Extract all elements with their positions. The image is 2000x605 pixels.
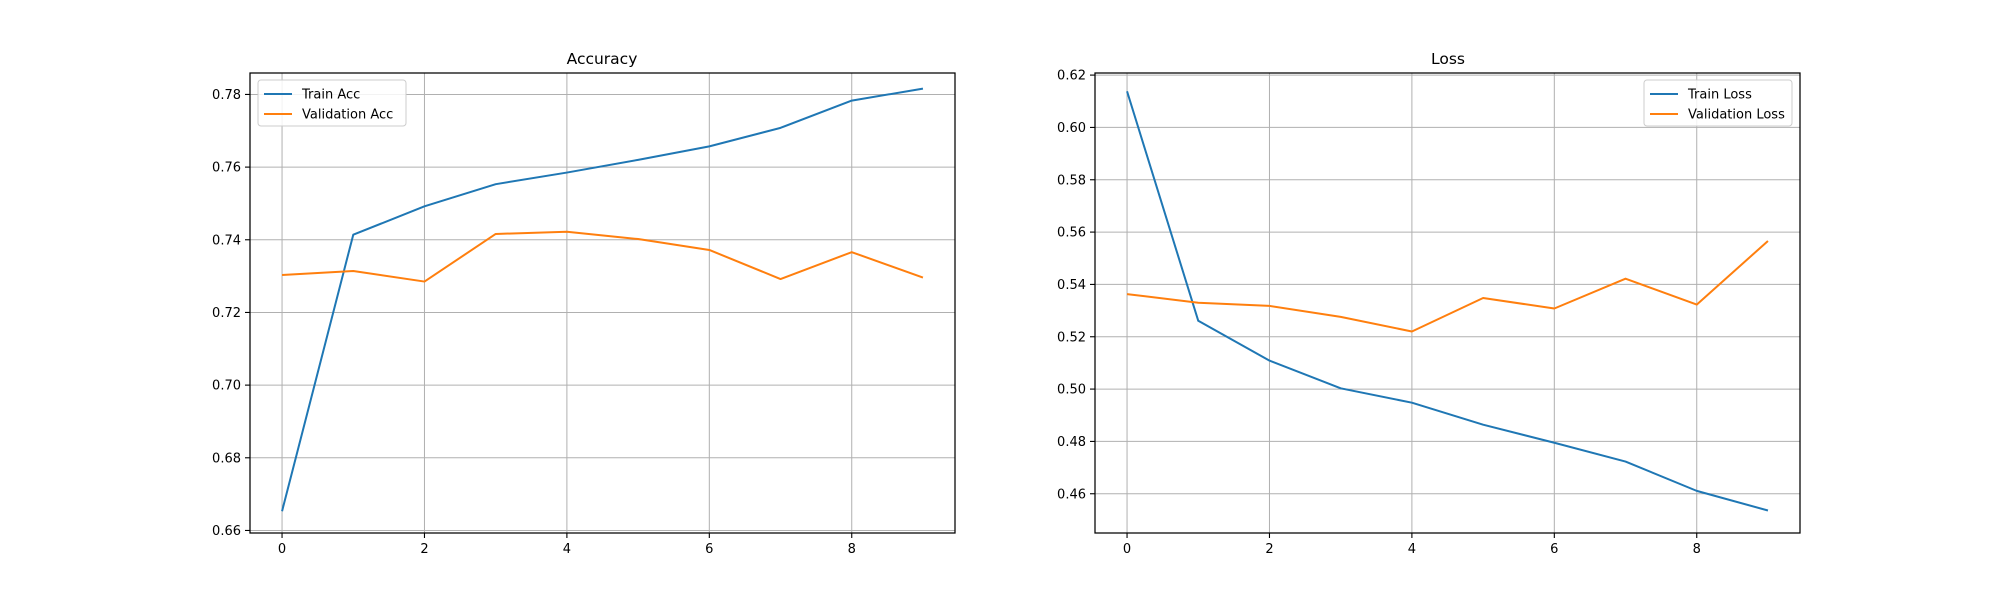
loss-legend: Train Loss Validation Loss (1644, 80, 1792, 126)
loss-ytick-label-3: 0.52 (1057, 330, 1086, 345)
accuracy-legend-label-validation-acc: Validation Acc (302, 108, 393, 123)
loss-ytick-label-6: 0.58 (1057, 173, 1086, 188)
loss-xtick-label-4: 8 (1693, 542, 1701, 557)
loss-chart: Loss 0 2 4 6 8 0.46 0.48 0.50 0.52 0.54 0.56 0.58 0.… (1057, 50, 1800, 557)
accuracy-ytick-label-3: 0.72 (212, 306, 241, 321)
accuracy-axes-frame (250, 73, 955, 533)
accuracy-legend-label-train-acc: Train Acc (301, 88, 360, 103)
loss-ytick-label-7: 0.60 (1057, 121, 1086, 136)
loss-legend-label-train-loss: Train Loss (1687, 88, 1752, 103)
loss-ytick-label-0: 0.46 (1057, 487, 1086, 502)
accuracy-xtick-label-2: 4 (563, 542, 571, 557)
loss-xtick-label-3: 6 (1550, 542, 1558, 557)
loss-ytick-label-1: 0.48 (1057, 435, 1086, 450)
accuracy-ytick-label-2: 0.70 (212, 379, 241, 394)
accuracy-series-train-acc (282, 89, 923, 512)
loss-legend-label-validation-loss: Validation Loss (1688, 108, 1785, 123)
loss-chart-title: Loss (1431, 50, 1465, 68)
accuracy-xtick-label-0: 0 (278, 542, 286, 557)
loss-xtick-label-1: 2 (1265, 542, 1273, 557)
loss-ytick-label-8: 0.62 (1057, 69, 1086, 84)
accuracy-chart-title: Accuracy (567, 50, 638, 68)
loss-ytick-label-5: 0.56 (1057, 226, 1086, 241)
loss-ytick-label-4: 0.54 (1057, 278, 1086, 293)
accuracy-ytick-label-0: 0.66 (212, 524, 241, 539)
loss-ytick-label-2: 0.50 (1057, 383, 1086, 398)
loss-series-train-loss (1127, 91, 1768, 510)
accuracy-xtick-label-3: 6 (705, 542, 713, 557)
accuracy-ytick-label-1: 0.68 (212, 451, 241, 466)
loss-xtick-label-2: 4 (1408, 542, 1416, 557)
accuracy-ytick-label-5: 0.76 (212, 161, 241, 176)
accuracy-ytick-label-4: 0.74 (212, 233, 241, 248)
accuracy-series-validation-acc (282, 232, 923, 282)
loss-series-validation-loss (1127, 241, 1768, 332)
accuracy-ytick-label-6: 0.78 (212, 88, 241, 103)
accuracy-legend: Train Acc Validation Acc (258, 80, 406, 126)
loss-xtick-label-0: 0 (1123, 542, 1131, 557)
accuracy-xtick-label-1: 2 (420, 542, 428, 557)
accuracy-chart: Accuracy 0 2 4 6 8 0.66 0.68 0.70 0.72 0.74 0.76 0.… (212, 50, 955, 557)
accuracy-xtick-label-4: 8 (848, 542, 856, 557)
